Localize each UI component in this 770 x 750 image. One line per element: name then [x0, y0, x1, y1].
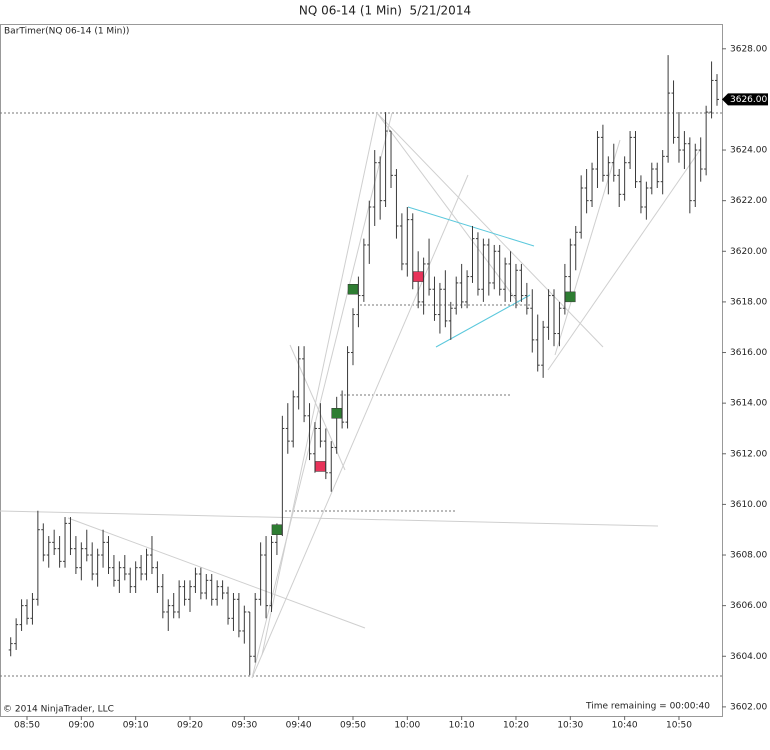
trend-line: [261, 112, 378, 656]
x-tick-label: 09:50: [340, 721, 366, 731]
y-tick-label: 3602.00: [730, 702, 767, 712]
last-price-label: 3626.00: [730, 95, 767, 105]
y-tick-label: 3614.00: [730, 399, 767, 409]
x-tick-label: 09:40: [286, 721, 312, 731]
drawing-objects: [0, 112, 722, 679]
x-tick-label: 10:20: [503, 721, 529, 731]
trend-line: [67, 517, 366, 629]
y-tick-label: 3622.00: [730, 196, 767, 206]
x-tick-label: 10:50: [666, 721, 692, 731]
plot-frame: [0, 24, 723, 717]
y-tick-label: 3628.00: [730, 44, 767, 54]
x-tick-label: 10:40: [612, 721, 638, 731]
signal-marker: [565, 291, 576, 303]
x-tick-label: 10:10: [449, 721, 475, 731]
trend-line: [0, 510, 659, 527]
signal-marker: [271, 524, 283, 535]
x-tick-label: 09:20: [177, 721, 203, 731]
x-tick-label: 09:10: [123, 721, 149, 731]
trend-line: [554, 139, 621, 356]
last-price-box: [722, 93, 768, 106]
x-tick-label: 10:00: [394, 721, 420, 731]
y-tick-label: 3608.00: [730, 551, 767, 561]
x-tick-label: 08:50: [14, 721, 40, 731]
trend-line: [289, 344, 346, 471]
x-tick-label: 09:30: [231, 721, 257, 731]
y-tick-label: 3606.00: [730, 601, 767, 611]
copyright: © 2014 NinjaTrader, LLC: [3, 705, 114, 715]
y-tick-label: 3624.00: [730, 146, 767, 156]
signal-marker: [347, 284, 359, 295]
y-tick-label: 3616.00: [730, 348, 767, 358]
trend-line: [251, 112, 393, 679]
y-tick-label: 3620.00: [730, 247, 767, 257]
signal-marker: [315, 461, 326, 472]
trend-line: [376, 112, 521, 306]
trend-line: [547, 149, 701, 371]
triangle-line: [407, 206, 535, 247]
x-tick-label: 09:00: [68, 721, 94, 731]
x-tick-label: 10:30: [557, 721, 583, 731]
chart-title: NQ 06-14 (1 Min) 5/21/2014: [299, 4, 471, 18]
indicator-label: BarTimer(NQ 06-14 (1 Min)): [4, 27, 129, 37]
y-tick-label: 3612.00: [730, 449, 767, 459]
y-tick-label: 3604.00: [730, 652, 767, 662]
y-tick-label: 3610.00: [730, 500, 767, 510]
y-tick-label: 3618.00: [730, 297, 767, 307]
time-remaining: Time remaining = 00:00:40: [585, 702, 710, 712]
signal-marker: [331, 408, 342, 419]
trend-line: [251, 174, 469, 679]
triangle-line: [435, 294, 531, 348]
signal-marker: [412, 271, 424, 282]
